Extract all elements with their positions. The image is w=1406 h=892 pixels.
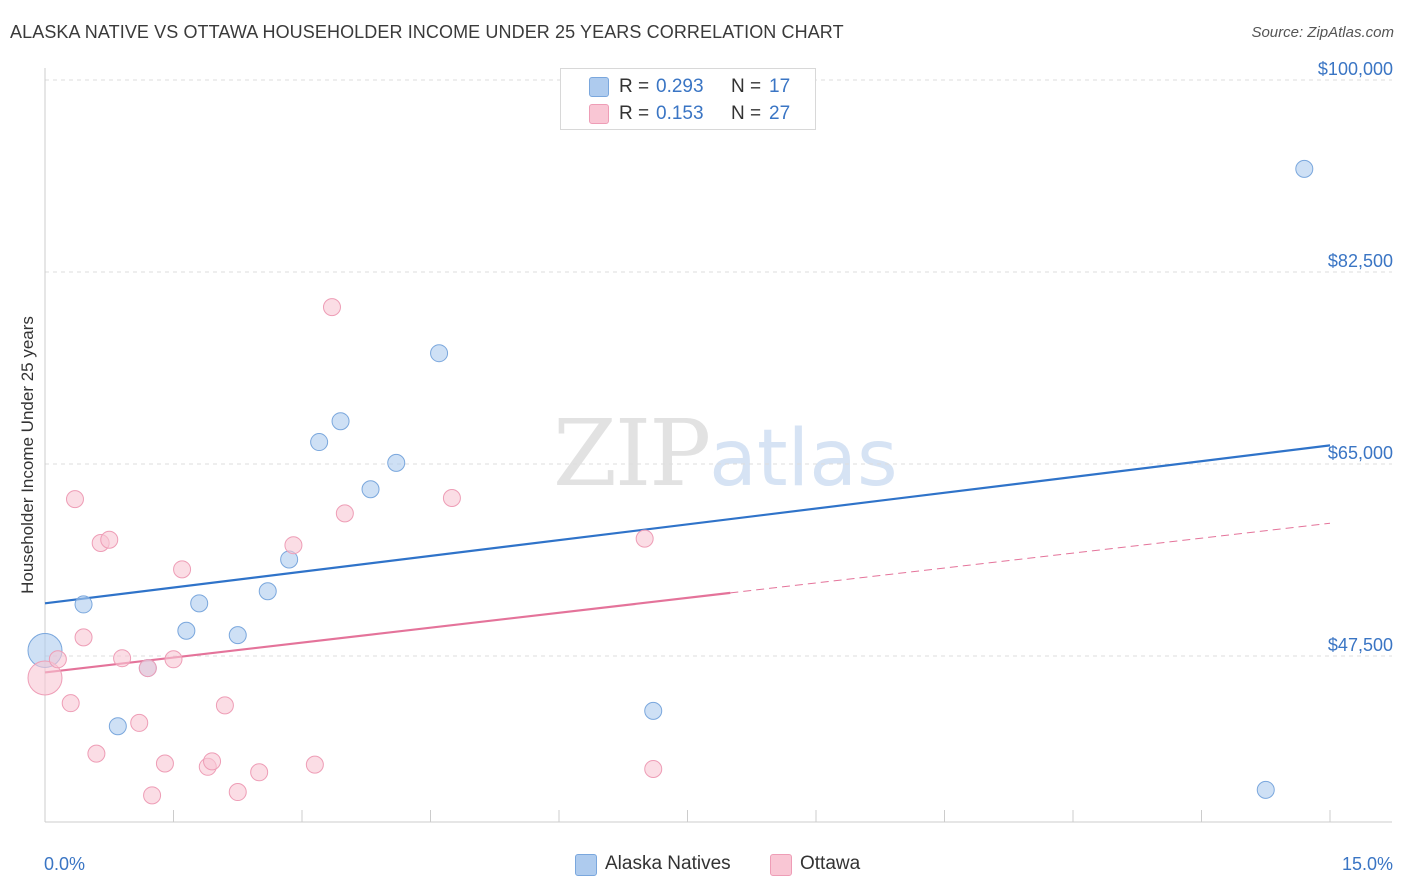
data-point <box>644 701 663 720</box>
watermark-atlas: atlas <box>709 414 898 504</box>
legend-swatch-ottawa <box>589 104 609 124</box>
data-point <box>177 621 196 640</box>
data-point <box>322 298 341 317</box>
data-point <box>190 594 209 613</box>
data-point <box>644 760 663 779</box>
data-point <box>108 717 127 736</box>
data-point <box>310 433 329 452</box>
data-point <box>430 344 449 363</box>
data-point <box>164 650 183 669</box>
data-point <box>228 783 247 802</box>
legend-swatch-alaska-natives <box>589 77 609 97</box>
legend-row-alaska-natives: R = 0.293 N = 17 <box>561 73 815 99</box>
watermark-zip: ZIP <box>553 400 711 507</box>
data-point <box>27 660 63 696</box>
trend-line <box>44 591 731 674</box>
data-point <box>173 560 192 579</box>
zipatlas-watermark: ZIPatlas <box>553 408 898 500</box>
legend-n-value: 17 <box>769 76 791 97</box>
data-point <box>1256 780 1275 799</box>
source-label: Source: ZipAtlas.com <box>1251 24 1394 41</box>
data-point <box>635 529 654 548</box>
axes <box>44 68 1392 823</box>
data-point <box>74 628 93 647</box>
data-point <box>138 659 157 678</box>
trend-line <box>44 444 1331 605</box>
data-point <box>61 694 80 713</box>
y-tick-label: $100,000 <box>1318 59 1393 79</box>
data-point <box>387 453 406 472</box>
data-point <box>74 595 93 614</box>
legend-r-value: 0.153 <box>656 103 704 124</box>
data-point <box>143 786 162 805</box>
data-point <box>1295 159 1314 178</box>
data-point <box>48 650 67 669</box>
chart-title: ALASKA NATIVE VS OTTAWA HOUSEHOLDER INCO… <box>10 22 844 42</box>
y-tick-label: $65,000 <box>1328 443 1393 463</box>
tick-labels: $47,500 $65,000 $82,500 $100,000 0.0% 15.0% <box>44 59 1393 874</box>
legend-r-value: 0.293 <box>656 76 704 97</box>
data-point <box>215 696 234 715</box>
bottom-legend-swatch-ottawa <box>770 854 792 876</box>
legend-n-label: N = <box>731 76 762 97</box>
bottom-legend-label: Alaska Natives <box>605 853 731 874</box>
x-tick-label: 0.0% <box>44 854 85 874</box>
y-tick-label: $47,500 <box>1328 635 1393 655</box>
data-point <box>331 412 350 431</box>
data-point <box>258 582 277 601</box>
trend-line-extension <box>730 522 1331 594</box>
data-point <box>228 626 247 645</box>
data-point <box>305 755 324 774</box>
bottom-legend-label: Ottawa <box>800 853 861 874</box>
bottom-legend-swatch-alaska-natives <box>575 854 597 876</box>
legend-r-label: R = <box>619 103 650 124</box>
data-point <box>442 489 461 508</box>
correlation-legend: R = 0.293 N = 17 R = 0.153 N = 27 <box>560 68 816 130</box>
trend-lines <box>44 444 1331 674</box>
y-tick-label: $82,500 <box>1328 251 1393 271</box>
legend-n-value: 27 <box>769 103 791 124</box>
data-point <box>284 536 303 555</box>
data-point <box>113 649 132 668</box>
data-point <box>155 754 174 773</box>
data-point <box>65 490 84 509</box>
legend-n-label: N = <box>731 103 762 124</box>
data-point <box>250 763 269 782</box>
data-point <box>130 713 149 732</box>
legend-r-label: R = <box>619 76 650 97</box>
data-point <box>361 480 380 499</box>
data-points <box>27 159 1314 805</box>
data-point <box>203 752 222 771</box>
data-point <box>87 744 106 763</box>
grid-lines <box>45 79 1392 657</box>
legend-row-ottawa: R = 0.153 N = 27 <box>561 100 815 126</box>
data-point <box>100 530 119 549</box>
data-point <box>335 504 354 523</box>
x-tick-label: 15.0% <box>1342 854 1393 874</box>
